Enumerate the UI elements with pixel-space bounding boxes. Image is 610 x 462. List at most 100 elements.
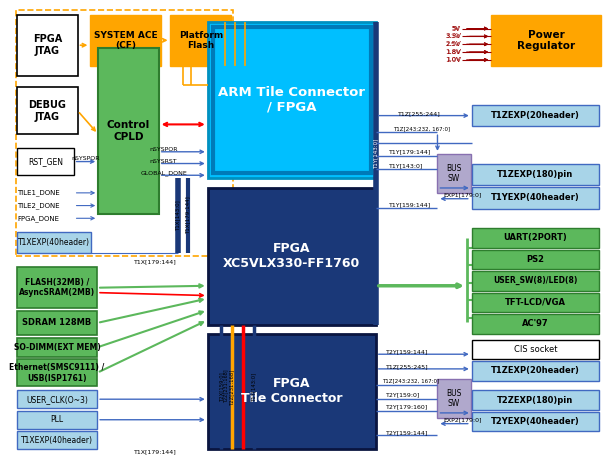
Text: FPGA
XC5VLX330-FF1760: FPGA XC5VLX330-FF1760 — [223, 243, 361, 270]
FancyBboxPatch shape — [17, 432, 97, 449]
FancyBboxPatch shape — [17, 148, 74, 175]
Text: T1ZEXP(20header): T1ZEXP(20header) — [491, 366, 580, 375]
FancyBboxPatch shape — [170, 15, 231, 66]
Text: TILE1_DONE: TILE1_DONE — [17, 189, 60, 196]
FancyBboxPatch shape — [207, 22, 376, 178]
Text: T2Y[179:160]: T2Y[179:160] — [386, 405, 428, 409]
Text: T1X[179:144]: T1X[179:144] — [185, 196, 190, 234]
Text: Platform
Flash: Platform Flash — [179, 30, 223, 50]
FancyBboxPatch shape — [207, 334, 376, 449]
Text: CIS socket: CIS socket — [514, 345, 557, 354]
Text: T1Y[179:144]: T1Y[179:144] — [389, 149, 431, 154]
Text: 1.0V: 1.0V — [445, 57, 461, 63]
Text: GLOBAL_DONE: GLOBAL_DONE — [140, 170, 187, 176]
FancyBboxPatch shape — [17, 87, 77, 134]
Text: DEBUG
JTAG: DEBUG JTAG — [28, 100, 66, 122]
Text: 5V: 5V — [452, 25, 461, 31]
Text: 2.5V: 2.5V — [446, 42, 460, 47]
FancyBboxPatch shape — [472, 292, 599, 312]
Text: T1XEXP(40header): T1XEXP(40header) — [21, 436, 93, 445]
FancyBboxPatch shape — [472, 249, 599, 269]
Text: T1Y[159:144]: T1Y[159:144] — [389, 202, 431, 207]
FancyBboxPatch shape — [472, 105, 599, 127]
Text: nSYSPOR: nSYSPOR — [71, 156, 99, 161]
Text: USER_SW(8)/LED(8): USER_SW(8)/LED(8) — [493, 276, 578, 286]
Text: T1Z[255:245]: T1Z[255:245] — [386, 365, 428, 370]
FancyBboxPatch shape — [207, 188, 376, 325]
Text: T1Z[243:232, 167:0]: T1Z[243:232, 167:0] — [393, 127, 451, 132]
Text: FPGA
JTAG: FPGA JTAG — [33, 34, 62, 56]
Text: T1ZEXP(180)pin: T1ZEXP(180)pin — [497, 170, 573, 179]
Text: 1.0V: 1.0V — [446, 57, 460, 62]
Text: AC'97: AC'97 — [522, 319, 548, 328]
Text: BUS
SW: BUS SW — [447, 389, 462, 408]
Text: T2Y[159:0]: T2Y[159:0] — [386, 393, 420, 398]
FancyBboxPatch shape — [17, 411, 97, 429]
FancyBboxPatch shape — [17, 359, 97, 387]
Text: T2Y[159:144]: T2Y[159:144] — [386, 350, 428, 355]
FancyBboxPatch shape — [17, 15, 77, 75]
Text: USER_CLK(O~3): USER_CLK(O~3) — [26, 395, 88, 404]
Text: 5V: 5V — [452, 26, 460, 31]
Text: T1X[143:0]: T1X[143:0] — [176, 200, 181, 231]
Text: RST_GEN: RST_GEN — [28, 157, 63, 166]
Text: SDRAM 128MB: SDRAM 128MB — [23, 318, 92, 328]
FancyBboxPatch shape — [472, 361, 599, 381]
FancyBboxPatch shape — [472, 271, 599, 291]
Text: T2X[159:0]: T2X[159:0] — [219, 371, 224, 401]
FancyBboxPatch shape — [17, 338, 97, 357]
Text: EXP1[179:0]: EXP1[179:0] — [443, 192, 482, 197]
Text: FPGA_DONE: FPGA_DONE — [17, 215, 59, 222]
Text: T1Y[143:0]: T1Y[143:0] — [373, 139, 378, 169]
Text: 1.8V: 1.8V — [446, 49, 460, 55]
Text: ARM Tile Connector
/ FPGA: ARM Tile Connector / FPGA — [218, 86, 365, 114]
Text: T1ZEXP(20header): T1ZEXP(20header) — [491, 111, 580, 120]
Text: PS2: PS2 — [526, 255, 544, 264]
FancyBboxPatch shape — [472, 187, 599, 208]
Text: T1Z[255:244]: T1Z[255:244] — [398, 111, 441, 116]
Text: T2YEXP(40header): T2YEXP(40header) — [491, 417, 580, 426]
Text: T2Z[231:168]: T2Z[231:168] — [224, 370, 229, 403]
Text: TILE2_DONE: TILE2_DONE — [17, 202, 60, 209]
Text: BUS
SW: BUS SW — [447, 164, 462, 183]
FancyBboxPatch shape — [472, 412, 599, 432]
Text: 3.3V: 3.3V — [445, 33, 461, 39]
FancyBboxPatch shape — [472, 340, 599, 359]
Text: 3.3V: 3.3V — [446, 34, 460, 39]
Text: T1XEXP(40header): T1XEXP(40header) — [18, 238, 90, 247]
Text: FLASH(32MB) /
AsyncSRAM(2MB): FLASH(32MB) / AsyncSRAM(2MB) — [19, 278, 95, 298]
Text: TFT-LCD/VGA: TFT-LCD/VGA — [504, 298, 565, 307]
FancyBboxPatch shape — [472, 164, 599, 185]
FancyBboxPatch shape — [472, 314, 599, 334]
Text: EXP2[179:0]: EXP2[179:0] — [443, 417, 482, 422]
Text: T2Z[231:168]: T2Z[231:168] — [229, 368, 235, 405]
Text: T1X[179:144]: T1X[179:144] — [134, 259, 177, 264]
FancyBboxPatch shape — [437, 154, 471, 193]
FancyBboxPatch shape — [491, 15, 601, 66]
Text: SO-DIMM(EXT MEM): SO-DIMM(EXT MEM) — [13, 343, 101, 352]
FancyBboxPatch shape — [472, 228, 599, 248]
Text: SYSTEM ACE
(CF): SYSTEM ACE (CF) — [94, 30, 157, 50]
Text: Power
Regulator: Power Regulator — [517, 30, 575, 51]
Text: T1X[179:144]: T1X[179:144] — [134, 450, 177, 455]
FancyBboxPatch shape — [17, 390, 97, 408]
Text: T2ZEXP(180)pin: T2ZEXP(180)pin — [497, 395, 573, 405]
Text: nSYSPOR: nSYSPOR — [149, 147, 178, 152]
Text: 2.5V: 2.5V — [445, 41, 461, 47]
Text: T1Y[143:0]: T1Y[143:0] — [389, 163, 423, 168]
FancyBboxPatch shape — [90, 15, 160, 66]
Text: T1Z[243:232, 167:0]: T1Z[243:232, 167:0] — [382, 378, 439, 383]
FancyBboxPatch shape — [472, 390, 599, 410]
FancyBboxPatch shape — [17, 232, 92, 254]
Text: UART(2PORT): UART(2PORT) — [503, 233, 567, 243]
Text: Ethernet(SMSC9111) /
USB(ISP1761): Ethernet(SMSC9111) / USB(ISP1761) — [9, 363, 105, 383]
Text: FPGA
Tile Connector: FPGA Tile Connector — [241, 377, 342, 405]
FancyBboxPatch shape — [98, 48, 159, 214]
FancyBboxPatch shape — [437, 379, 471, 418]
Text: PLL: PLL — [51, 415, 63, 424]
Text: 1.8V: 1.8V — [445, 49, 461, 55]
FancyBboxPatch shape — [17, 267, 97, 308]
Text: nSYSRST: nSYSRST — [150, 159, 178, 164]
Text: T1YEXP(40header): T1YEXP(40header) — [491, 193, 580, 202]
Text: T2Y[159:144]: T2Y[159:144] — [386, 430, 428, 435]
